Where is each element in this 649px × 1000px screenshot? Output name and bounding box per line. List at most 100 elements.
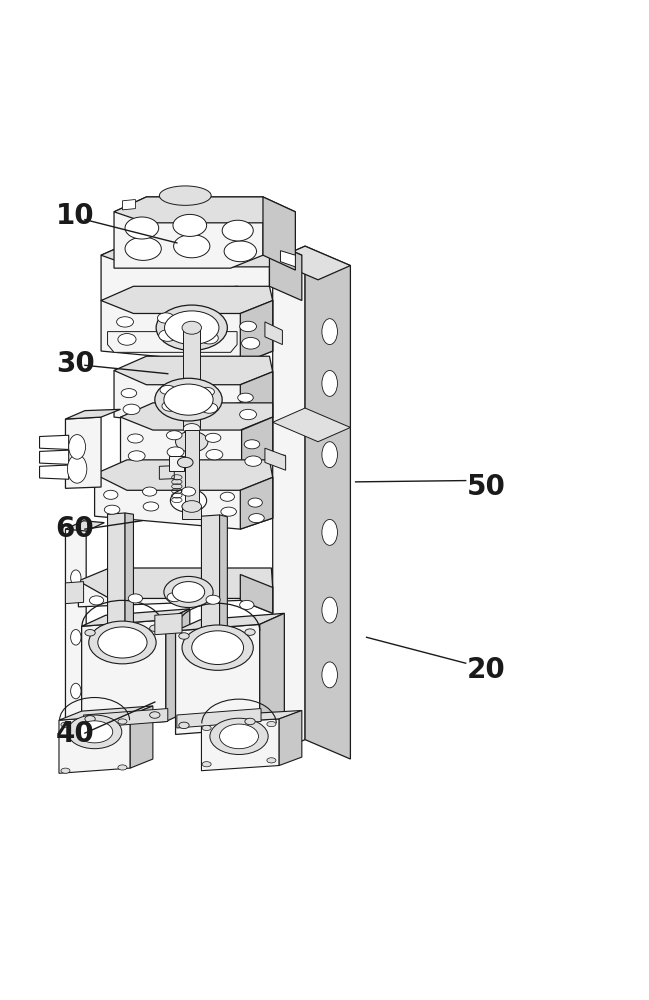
Polygon shape [101, 241, 302, 267]
Ellipse shape [220, 492, 234, 501]
Ellipse shape [222, 220, 253, 241]
Ellipse shape [182, 502, 197, 511]
Polygon shape [40, 450, 69, 464]
Polygon shape [66, 582, 84, 604]
Polygon shape [240, 372, 273, 430]
Ellipse shape [219, 724, 258, 749]
Ellipse shape [69, 435, 86, 459]
Ellipse shape [202, 762, 211, 767]
Ellipse shape [245, 456, 262, 466]
Polygon shape [40, 435, 69, 449]
Ellipse shape [155, 378, 222, 421]
Ellipse shape [191, 631, 243, 664]
Polygon shape [219, 515, 227, 645]
Polygon shape [175, 613, 284, 631]
Ellipse shape [322, 597, 337, 623]
Ellipse shape [162, 401, 178, 411]
Ellipse shape [201, 403, 217, 413]
Ellipse shape [71, 570, 81, 585]
Ellipse shape [202, 725, 211, 731]
Polygon shape [123, 200, 136, 210]
Polygon shape [82, 620, 166, 728]
Ellipse shape [238, 393, 253, 402]
Polygon shape [66, 521, 104, 531]
Polygon shape [130, 706, 153, 768]
Ellipse shape [129, 594, 143, 603]
Ellipse shape [171, 489, 206, 512]
Ellipse shape [206, 449, 223, 460]
Ellipse shape [322, 519, 337, 545]
Ellipse shape [98, 627, 147, 658]
Ellipse shape [165, 311, 219, 345]
Ellipse shape [67, 715, 122, 749]
Ellipse shape [118, 765, 127, 770]
Polygon shape [155, 613, 182, 635]
Ellipse shape [173, 234, 210, 258]
Ellipse shape [160, 186, 211, 205]
Ellipse shape [173, 214, 206, 236]
Ellipse shape [118, 334, 136, 345]
Text: 50: 50 [467, 473, 506, 501]
Ellipse shape [205, 433, 221, 442]
Polygon shape [79, 568, 273, 598]
Polygon shape [279, 710, 302, 766]
Ellipse shape [90, 596, 104, 605]
Ellipse shape [184, 508, 199, 517]
Ellipse shape [160, 385, 175, 394]
Ellipse shape [61, 722, 70, 727]
Ellipse shape [167, 431, 182, 440]
Polygon shape [66, 527, 86, 723]
Ellipse shape [156, 305, 227, 350]
Ellipse shape [121, 389, 137, 398]
Ellipse shape [210, 718, 268, 755]
Ellipse shape [85, 630, 95, 636]
Ellipse shape [182, 625, 253, 670]
Polygon shape [263, 197, 295, 270]
Text: 20: 20 [467, 656, 506, 684]
Ellipse shape [178, 633, 189, 639]
Polygon shape [183, 328, 200, 429]
Text: 60: 60 [56, 515, 95, 543]
Ellipse shape [150, 712, 160, 718]
Polygon shape [184, 430, 199, 513]
Ellipse shape [164, 576, 213, 608]
Ellipse shape [177, 457, 193, 468]
Ellipse shape [183, 424, 200, 434]
Ellipse shape [322, 370, 337, 396]
Text: 30: 30 [56, 350, 95, 378]
Polygon shape [305, 246, 350, 759]
Polygon shape [114, 197, 263, 268]
Ellipse shape [322, 319, 337, 345]
Ellipse shape [104, 505, 120, 514]
Polygon shape [101, 286, 273, 364]
Polygon shape [240, 477, 273, 529]
Polygon shape [114, 356, 273, 385]
Ellipse shape [199, 387, 214, 396]
Polygon shape [169, 456, 184, 471]
Polygon shape [59, 706, 153, 720]
Polygon shape [265, 322, 282, 345]
Ellipse shape [71, 630, 81, 645]
Polygon shape [269, 241, 302, 301]
Ellipse shape [143, 502, 159, 511]
Polygon shape [241, 417, 273, 475]
Ellipse shape [89, 621, 156, 664]
Polygon shape [95, 460, 273, 490]
Polygon shape [201, 515, 219, 644]
Polygon shape [108, 513, 125, 642]
Polygon shape [201, 719, 279, 771]
Polygon shape [125, 513, 134, 642]
Ellipse shape [143, 487, 157, 496]
Polygon shape [66, 409, 121, 419]
Polygon shape [108, 332, 237, 352]
Polygon shape [66, 417, 101, 488]
Polygon shape [265, 448, 286, 470]
Ellipse shape [248, 498, 262, 507]
Polygon shape [182, 506, 201, 519]
Polygon shape [273, 408, 350, 442]
Ellipse shape [182, 501, 201, 512]
Ellipse shape [167, 593, 181, 602]
Ellipse shape [129, 451, 145, 461]
Ellipse shape [200, 332, 218, 344]
Text: 40: 40 [56, 720, 95, 748]
